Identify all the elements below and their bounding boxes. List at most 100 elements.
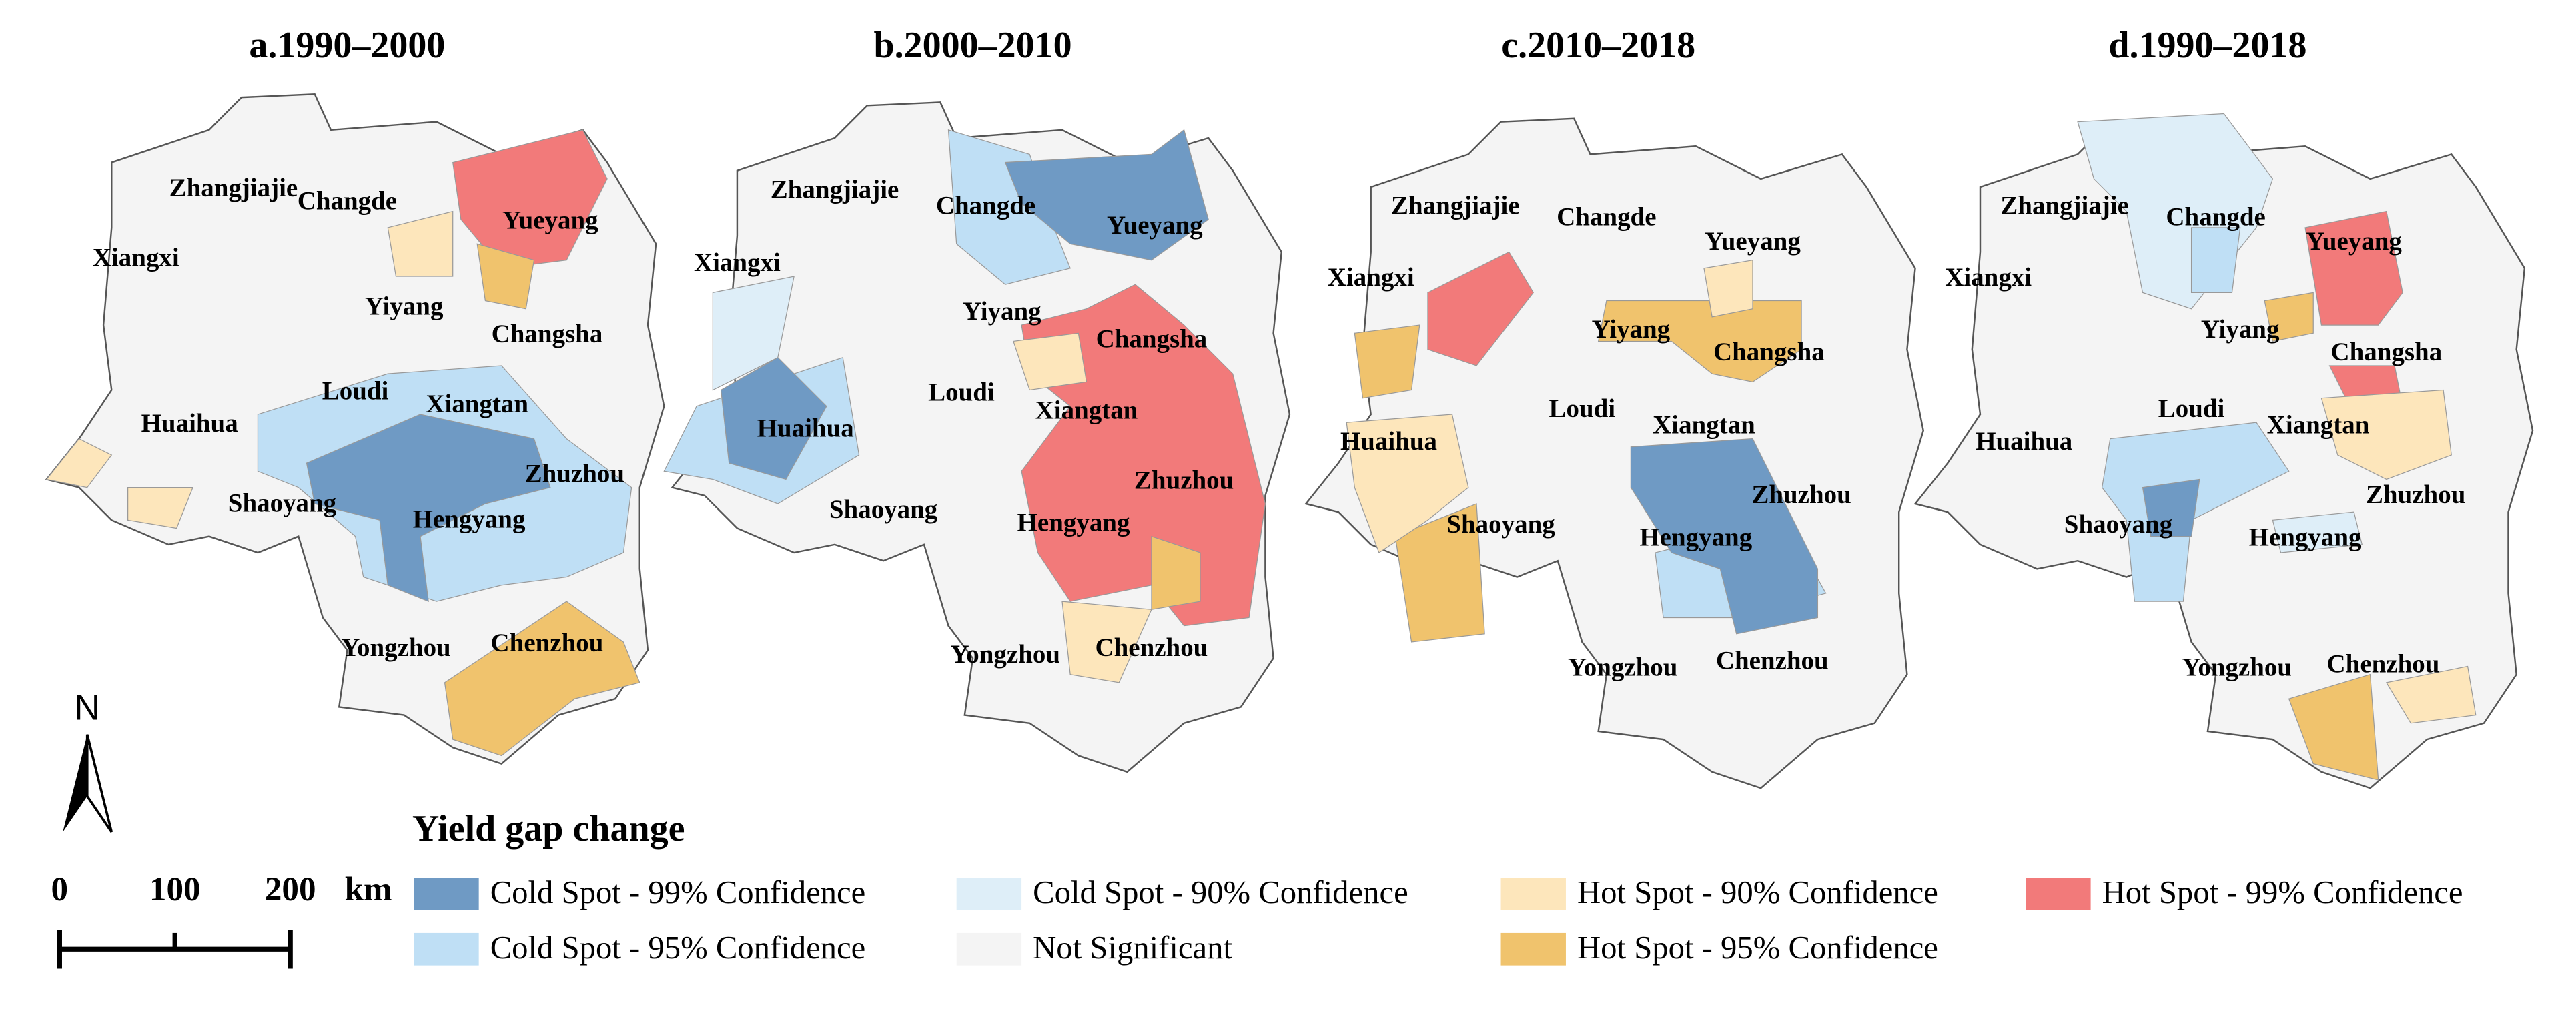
city-label: Changde: [2166, 203, 2265, 232]
city-label: Xiangxi: [694, 248, 781, 277]
map-panel: b.2000–2010 Zhangjiajie Changde Yueyang Xian…: [663, 25, 1291, 773]
city-label: Changde: [936, 192, 1035, 220]
hotspot-region: [2304, 210, 2403, 326]
city-label: Shaoyang: [1446, 510, 1555, 539]
city-label: Shaoyang: [829, 495, 938, 524]
scale-label: 200: [265, 870, 316, 908]
legend-swatch: [414, 878, 479, 910]
city-label: Xiangtan: [426, 390, 528, 418]
city-label: Yueyang: [502, 206, 598, 235]
city-label: Changde: [1557, 203, 1656, 232]
city-label: Yueyang: [1107, 211, 1203, 240]
city-label: Huaihua: [1976, 427, 2072, 456]
city-label: Xiangxi: [93, 244, 179, 272]
scale-unit: km: [345, 870, 392, 908]
hotspot-region: [947, 129, 1071, 285]
scale-label: 100: [149, 870, 201, 908]
city-label: Hengyang: [2249, 523, 2362, 551]
city-label: Yiyang: [365, 292, 444, 321]
legend-swatch: [2026, 878, 2091, 910]
hotspot-region: [2101, 422, 2290, 602]
hotspot-region: [1427, 251, 1534, 366]
hotspot-region: [2288, 673, 2379, 781]
city-label: Zhuzhou: [1134, 466, 1234, 494]
city-label: Huaihua: [757, 414, 854, 442]
city-label: Zhangjiajie: [2000, 192, 2129, 220]
city-label: Zhangjiajie: [169, 174, 298, 202]
city-label: Loudi: [322, 376, 389, 405]
city-label: Xiangtan: [2267, 410, 2370, 439]
map-panel: a.1990–2000 Zhangjiajie Changde Yueyang Xian…: [45, 25, 665, 765]
panel-title: d.1990–2018: [2108, 25, 2306, 66]
city-label: Yueyang: [1705, 227, 1801, 256]
city-label: Huaihua: [1340, 427, 1437, 456]
hotspot-region: [2190, 227, 2241, 293]
city-label: Yiyang: [2201, 315, 2280, 344]
city-label: Yongzhou: [950, 640, 1060, 669]
legend-label: Hot Spot - 90% Confidence: [1577, 874, 1938, 910]
legend-swatch: [956, 878, 1022, 910]
legend-label: Hot Spot - 99% Confidence: [2102, 874, 2463, 910]
city-label: Changsha: [492, 320, 603, 348]
legend-swatch: [1500, 878, 1566, 910]
scale-label: 0: [51, 870, 69, 908]
city-label: Xiangxi: [1328, 263, 1414, 292]
hotspot-region: [1004, 129, 1209, 261]
hotspot-region: [452, 129, 608, 269]
scale-bar: 0 100 200 km: [51, 870, 392, 969]
city-label: Xiangtan: [1653, 410, 1755, 439]
hotspot-region: [2385, 665, 2477, 724]
hotspot-region: [720, 357, 827, 480]
hotspot-region: [1394, 503, 1485, 643]
map-panel: d.1990–2018 Zhangjiajie Changde Yueyang Xian…: [1913, 25, 2534, 789]
city-label: Chenzhou: [1096, 633, 1208, 662]
city-label: Changsha: [1096, 324, 1208, 353]
city-label: Yueyang: [2306, 227, 2402, 256]
city-label: Yongzhou: [341, 633, 451, 662]
panel-title: c.2010–2018: [1501, 25, 1695, 66]
legend-label: Cold Spot - 90% Confidence: [1033, 874, 1408, 910]
city-label: Yongzhou: [1568, 653, 1678, 681]
hotspot-region: [1346, 414, 1469, 553]
city-label: Changde: [298, 186, 397, 215]
city-label: Loudi: [928, 378, 995, 407]
city-label: Chenzhou: [1716, 647, 1829, 675]
legend-swatch: [956, 932, 1022, 966]
legend-label: Cold Spot - 95% Confidence: [490, 930, 866, 966]
hotspot-region: [1013, 332, 1088, 391]
city-label: Huaihua: [141, 409, 238, 438]
city-label: Shaoyang: [2064, 510, 2173, 539]
north-label: N: [74, 688, 100, 727]
city-label: Chenzhou: [2327, 649, 2440, 678]
legend-swatch: [414, 932, 479, 966]
hotspot-region: [2272, 511, 2363, 553]
city-label: Changsha: [1713, 338, 1825, 366]
city-label: Zhuzhou: [1751, 480, 1851, 509]
hotspot-region: [45, 438, 113, 488]
panel-title: b.2000–2010: [873, 25, 1071, 66]
hotspot-region: [1151, 535, 1201, 610]
city-label: Chenzhou: [491, 629, 604, 657]
hotspot-region: [387, 210, 454, 277]
arrow-right: [85, 734, 113, 833]
hotspot-region: [2142, 478, 2200, 537]
hotspot-region: [1354, 324, 1420, 399]
legend-label: Not Significant: [1033, 930, 1232, 966]
city-label: Yongzhou: [2182, 653, 2292, 681]
city-label: Yiyang: [1592, 315, 1671, 344]
hotspot-region: [1703, 259, 1753, 318]
hotspot-region: [476, 243, 535, 310]
hotspot-region: [127, 487, 193, 529]
legend-label: Cold Spot - 99% Confidence: [490, 874, 866, 910]
city-label: Changsha: [2330, 338, 2442, 366]
hotspot-region: [444, 601, 640, 757]
hotspot-region: [1630, 438, 1819, 635]
city-label: Loudi: [1549, 394, 1616, 423]
city-label: Hengyang: [413, 505, 526, 534]
city-label: Zhangjiajie: [771, 175, 899, 204]
city-label: Yiyang: [963, 297, 1041, 326]
hotspot-region: [1061, 601, 1152, 683]
hotspot-region: [306, 414, 551, 603]
